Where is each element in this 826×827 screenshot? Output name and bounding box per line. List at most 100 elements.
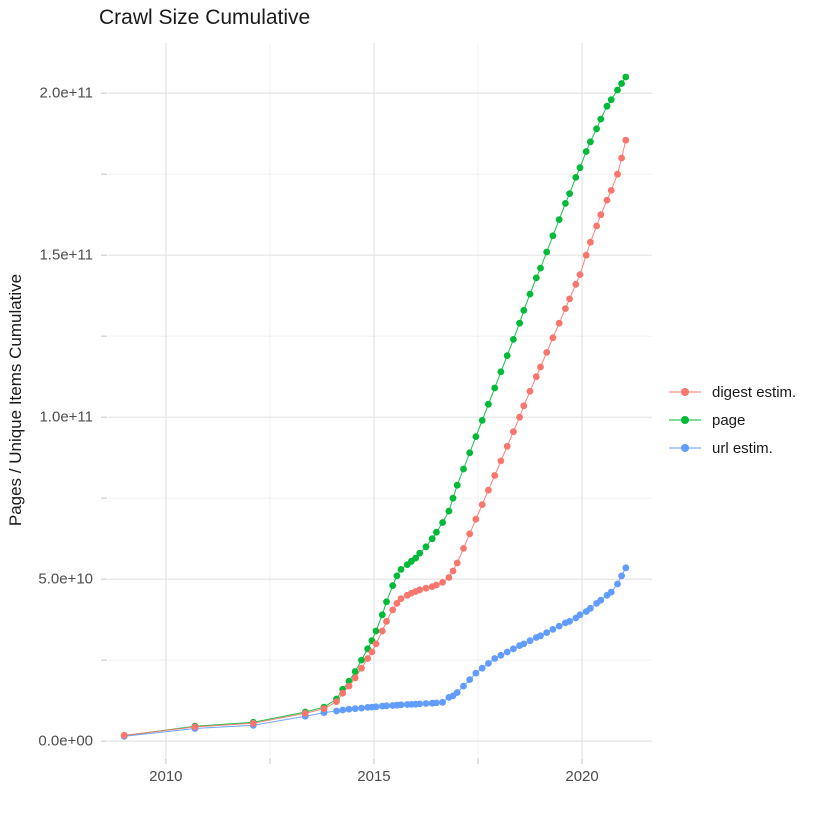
y-tick-label: 5.0e+10: [38, 570, 93, 588]
data-point: [549, 626, 557, 633]
data-point: [397, 595, 405, 602]
data-point: [516, 413, 523, 421]
data-point: [389, 606, 397, 614]
data-point: [543, 349, 551, 356]
data-point: [618, 154, 625, 162]
data-point: [618, 80, 625, 87]
data-point: [597, 596, 605, 604]
data-point: [614, 170, 621, 178]
data-point: [120, 731, 128, 739]
data-point: [351, 668, 359, 675]
data-point: [491, 472, 499, 479]
series-url-estim: [120, 564, 630, 740]
data-point: [378, 627, 386, 635]
data-point: [358, 656, 365, 664]
data-point: [368, 648, 376, 656]
data-point: [472, 669, 480, 677]
data-point: [358, 704, 365, 712]
data-point: [562, 305, 569, 312]
data-point: [383, 702, 390, 710]
data-point: [503, 648, 511, 656]
data-point: [449, 567, 457, 575]
data-point: [358, 664, 365, 672]
data-point: [622, 564, 630, 572]
data-point: [555, 216, 563, 224]
legend-key-icon: [669, 416, 701, 424]
data-point: [320, 705, 328, 713]
x-tick-label: 2010: [149, 768, 183, 785]
legend-key-point: [681, 388, 689, 396]
data-point: [351, 705, 359, 713]
data-point: [485, 486, 492, 494]
data-point: [453, 689, 461, 696]
data-point: [614, 86, 621, 94]
data-point: [372, 640, 380, 648]
data-point: [607, 96, 615, 104]
legend-item: digest estim.: [668, 378, 796, 406]
data-point: [478, 417, 486, 424]
chart-title: Crawl Size Cumulative: [99, 6, 311, 29]
data-point: [555, 319, 563, 327]
data-point: [549, 334, 557, 342]
data-point: [516, 319, 523, 327]
data-point: [301, 709, 309, 717]
legend-key-icon: [669, 388, 701, 396]
data-point: [466, 676, 474, 683]
data-point: [587, 604, 594, 612]
data-point: [422, 543, 430, 551]
legend-key-point: [681, 444, 689, 452]
data-point: [497, 457, 505, 465]
data-point: [593, 222, 600, 230]
data-point: [449, 494, 457, 502]
y-tick-label: 0.0e+00: [38, 732, 93, 750]
data-point: [582, 251, 590, 259]
legend-key-point: [681, 416, 689, 424]
data-point: [333, 698, 340, 705]
data-point: [416, 549, 424, 557]
data-point: [393, 572, 401, 580]
data-point: [520, 640, 528, 648]
data-point: [587, 138, 594, 146]
data-point: [439, 698, 446, 706]
data-point: [345, 682, 353, 690]
x-tick-label: 2015: [357, 768, 391, 785]
y-tick-label: 1.5e+11: [39, 246, 93, 264]
data-point: [397, 701, 405, 709]
data-point: [445, 507, 453, 515]
data-point: [614, 580, 621, 588]
data-point: [351, 674, 359, 682]
legend-label: page: [712, 411, 746, 429]
data-point: [566, 617, 573, 625]
series-digest-estim: [120, 136, 630, 739]
data-point: [603, 102, 611, 110]
data-point: [622, 73, 630, 81]
data-point: [582, 148, 590, 155]
data-point: [433, 581, 440, 589]
data-point: [428, 535, 436, 543]
data-point: [478, 664, 486, 672]
data-point: [520, 402, 528, 410]
series-line: [124, 76, 627, 737]
data-point: [378, 611, 386, 619]
data-point: [566, 190, 573, 198]
data-point: [372, 703, 380, 711]
data-point: [532, 274, 540, 282]
data-point: [439, 579, 446, 586]
data-point: [549, 232, 557, 240]
data-point: [460, 682, 467, 690]
data-point: [383, 598, 390, 606]
legend-item: url estim.: [668, 434, 796, 462]
data-point: [422, 700, 430, 707]
data-point: [491, 655, 499, 662]
data-point: [466, 530, 474, 538]
data-point: [603, 196, 611, 204]
data-point: [497, 651, 505, 659]
data-point: [562, 200, 569, 207]
data-point: [593, 125, 600, 133]
data-point: [460, 545, 467, 552]
data-point: [537, 363, 544, 371]
legend-label: url estim.: [712, 439, 773, 457]
data-point: [543, 248, 551, 256]
data-point: [572, 280, 580, 288]
